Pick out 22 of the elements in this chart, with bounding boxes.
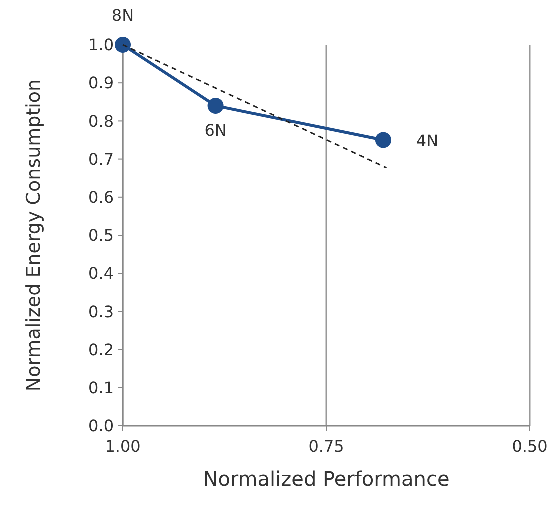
x-axis-title: Normalized Performance xyxy=(203,467,450,491)
y-tick-label: 0.7 xyxy=(88,150,114,169)
x-tick-label: 1.00 xyxy=(105,437,141,456)
y-tick-label: 0.6 xyxy=(88,188,114,207)
y-tick-label: 0.2 xyxy=(88,340,114,360)
annotation: 8N xyxy=(112,6,134,25)
y-tick-label: 0.4 xyxy=(88,264,114,284)
point xyxy=(375,132,392,148)
y-tick-label: 0.8 xyxy=(88,112,114,131)
y-axis-title: Normalized Energy Consumption xyxy=(23,79,45,392)
annotation: 6N xyxy=(204,120,227,140)
y-tick-label: 0.5 xyxy=(88,226,114,246)
y-tick-label: 1.0 xyxy=(88,36,114,55)
y-tick-label: 0.1 xyxy=(88,378,114,398)
point xyxy=(115,37,131,53)
point xyxy=(208,98,224,114)
y-tick-label: 0.3 xyxy=(88,302,114,322)
y-tick-label: 0.9 xyxy=(88,74,114,93)
x-tick-label: 0.75 xyxy=(308,437,344,456)
annotation: 4N xyxy=(416,131,439,150)
x-tick-label: 0.50 xyxy=(512,437,548,456)
y-tick-label: 0.0 xyxy=(88,416,114,436)
